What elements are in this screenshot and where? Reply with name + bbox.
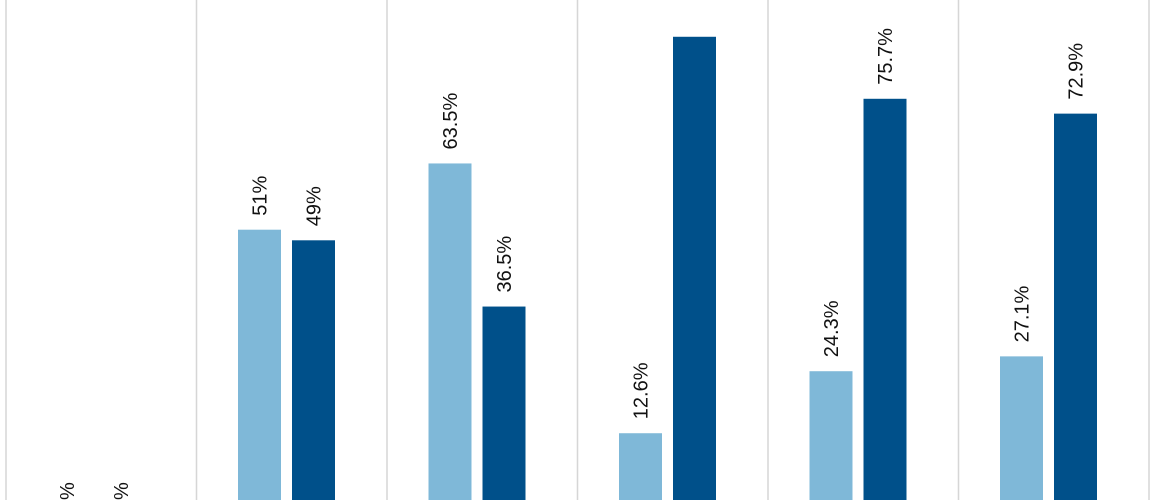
data-label-series1-group3: 63.5%: [440, 93, 462, 150]
data-label-series1-group2: 51%: [250, 175, 272, 215]
cropped-label-glyph: %: [57, 482, 79, 500]
bar-series2-group2: [292, 240, 335, 500]
data-label-series2-group3: 36.5%: [494, 236, 516, 293]
bar-series1-group6: [1000, 356, 1043, 500]
cropped-label-glyph: %: [111, 482, 133, 500]
data-label-series2-group2: 49%: [304, 186, 326, 226]
bar-series2-group3: [482, 306, 526, 500]
bar-series1-group3: [428, 163, 472, 500]
data-label-series1-group4: 12.6%: [631, 362, 653, 419]
bar-series1-group4: [619, 433, 662, 500]
category-separators: [5, 0, 1150, 500]
bar-series2-group4: [673, 36, 716, 500]
data-label-series1-group5: 24.3%: [821, 300, 843, 357]
data-label-series1-group6: 27.1%: [1012, 285, 1034, 342]
bar-series2-group5: [863, 98, 907, 500]
bars-layer: [238, 36, 1097, 500]
data-label-series2-group5: 75.7%: [875, 28, 897, 85]
data-label-series2-group6: 72.9%: [1066, 43, 1088, 100]
data-labels-layer: 51% 49% 63.5% 36.5% 12.6% 24.3% 75.7% 27.1% 72.9…: [250, 28, 1088, 419]
bar-series1-group5: [809, 371, 853, 500]
bar-series1-group2: [238, 229, 281, 500]
bar-series2-group6: [1054, 113, 1097, 500]
